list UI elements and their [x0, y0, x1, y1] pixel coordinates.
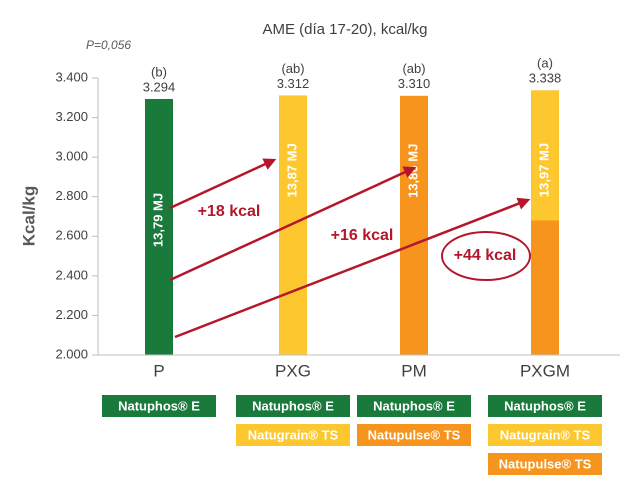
- product-tag-label: Natupulse® TS: [368, 427, 461, 442]
- product-tag-label: Natuphos® E: [252, 398, 334, 413]
- y-tick-label: 3.200: [55, 109, 88, 124]
- x-tick-label: PXGM: [520, 361, 570, 380]
- y-tick-label: 2.000: [55, 346, 88, 361]
- letter-label: (ab): [281, 61, 304, 76]
- letter-label: (b): [151, 64, 167, 79]
- p-value: P=0,056: [86, 38, 131, 52]
- value-label: 3.294: [143, 79, 176, 94]
- x-tick-label: PM: [401, 361, 427, 380]
- arrow: [169, 158, 277, 210]
- annotation: +16 kcal: [331, 227, 394, 244]
- annotation: +18 kcal: [198, 203, 261, 220]
- y-tick-label: 2.800: [55, 188, 88, 203]
- x-tick-label: PXG: [275, 361, 311, 380]
- bar-label: 13,87 MJ: [284, 143, 299, 197]
- y-tick-label: 2.200: [55, 307, 88, 322]
- y-tick-label: 3.400: [55, 69, 88, 84]
- value-label: 3.338: [529, 71, 562, 86]
- value-label: 3.312: [277, 76, 310, 91]
- y-tick-label: 2.600: [55, 228, 88, 243]
- product-tag: [236, 424, 350, 446]
- product-tag: [357, 395, 471, 417]
- product-tag: [488, 453, 602, 475]
- product-tag-label: Natuphos® E: [118, 398, 200, 413]
- y-axis-label: Kcal/kg: [19, 186, 38, 246]
- letter-label: (a): [537, 56, 553, 71]
- value-label: 3.310: [398, 76, 431, 91]
- arrows: [169, 158, 531, 339]
- bar: [400, 95, 428, 356]
- product-tag-label: Natugrain® TS: [500, 427, 591, 442]
- product-tag-label: Natuphos® E: [504, 398, 586, 413]
- annotation: +44 kcal: [454, 247, 517, 264]
- bar-label: 13,79 MJ: [150, 193, 165, 247]
- arrow: [174, 197, 531, 339]
- highlight-ellipse: [441, 231, 531, 281]
- y-tick-label: 3.000: [55, 149, 88, 164]
- product-tag-label: Natupulse® TS: [499, 456, 592, 471]
- bar: [145, 98, 173, 356]
- arrow: [169, 166, 417, 282]
- product-tag: [236, 395, 350, 417]
- plot: 2.000 2.200 2.400 2.600 2.800 3.000 3.200 3.400…: [55, 56, 620, 475]
- product-tag-label: Natugrain® TS: [248, 427, 339, 442]
- annotations: +18 kcal +16 kcal +44 kcal: [198, 203, 517, 264]
- y-tick-label: 2.400: [55, 267, 88, 282]
- x-tick-label: P: [153, 361, 164, 380]
- product-tag: [357, 424, 471, 446]
- product-tag: [102, 395, 216, 417]
- letter-label: (ab): [402, 61, 425, 76]
- product-tag: [488, 395, 602, 417]
- bar-label: 13,97 MJ: [536, 143, 551, 197]
- product-tag-label: Natuphos® E: [373, 398, 455, 413]
- bar-segment: [531, 220, 559, 355]
- bar: [279, 95, 307, 355]
- product-tag: [488, 424, 602, 446]
- chart-title: AME (día 17-20), kcal/kg: [262, 21, 427, 38]
